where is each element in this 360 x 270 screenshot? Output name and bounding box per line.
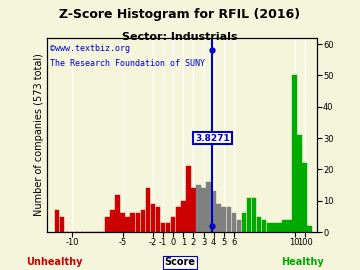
Bar <box>216 204 221 232</box>
Bar <box>161 223 165 232</box>
Bar <box>125 217 130 232</box>
Bar <box>262 220 266 232</box>
Bar <box>60 217 64 232</box>
Bar <box>141 210 145 232</box>
Text: ©www.textbiz.org: ©www.textbiz.org <box>50 44 130 53</box>
Bar <box>120 213 125 232</box>
Bar <box>191 188 196 232</box>
Text: Healthy: Healthy <box>281 257 324 267</box>
Text: Z-Score Histogram for RFIL (2016): Z-Score Histogram for RFIL (2016) <box>59 8 301 21</box>
Bar <box>242 213 246 232</box>
Bar <box>146 188 150 232</box>
Bar <box>292 75 297 232</box>
Bar <box>211 191 216 232</box>
Bar <box>55 210 59 232</box>
Bar <box>287 220 292 232</box>
Bar <box>115 195 120 232</box>
Bar <box>171 217 175 232</box>
Bar <box>237 220 241 232</box>
Bar <box>130 213 135 232</box>
Bar <box>181 201 186 232</box>
Bar <box>277 223 282 232</box>
Text: Sector: Industrials: Sector: Industrials <box>122 32 238 42</box>
Bar <box>186 166 191 232</box>
Bar <box>156 207 160 232</box>
Y-axis label: Number of companies (573 total): Number of companies (573 total) <box>34 53 44 217</box>
Bar <box>257 217 261 232</box>
Bar <box>201 188 206 232</box>
Bar <box>206 182 211 232</box>
Bar <box>272 223 276 232</box>
Bar <box>135 213 140 232</box>
Bar <box>302 163 307 232</box>
Text: Unhealthy: Unhealthy <box>26 257 82 267</box>
Bar <box>307 226 312 232</box>
Bar <box>267 223 271 232</box>
Bar <box>110 210 115 232</box>
Bar <box>297 135 302 232</box>
Text: The Research Foundation of SUNY: The Research Foundation of SUNY <box>50 59 204 68</box>
Bar <box>231 213 236 232</box>
Bar <box>196 185 201 232</box>
Bar <box>252 198 256 232</box>
Bar <box>105 217 110 232</box>
Bar <box>282 220 287 232</box>
Bar <box>247 198 251 232</box>
Bar <box>166 223 170 232</box>
Bar <box>176 207 180 232</box>
Bar <box>226 207 231 232</box>
Text: 3.8271: 3.8271 <box>195 134 230 143</box>
Bar <box>151 204 155 232</box>
Text: Score: Score <box>165 257 195 267</box>
Bar <box>221 207 226 232</box>
